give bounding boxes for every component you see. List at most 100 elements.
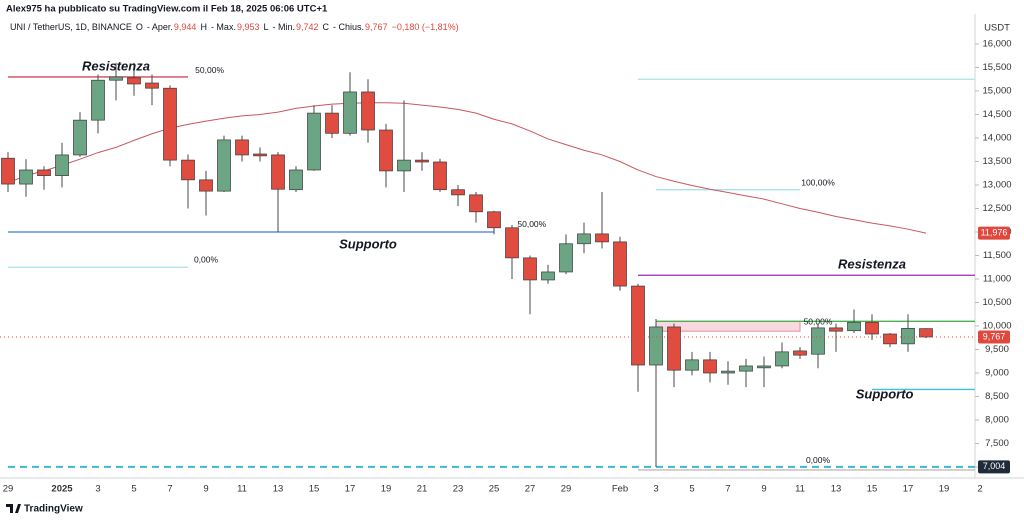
symbol: UNI / TetherUS, 1D, BINANCE (10, 22, 132, 32)
candle-body (523, 257, 537, 281)
candle-body (577, 233, 591, 245)
candle-body (163, 87, 177, 161)
annotation: 50,00% (195, 65, 224, 75)
candle-body (595, 233, 609, 243)
candle-body (757, 365, 771, 369)
y-tick-label: 15,000 (982, 86, 1011, 97)
candle-body (703, 359, 717, 374)
candle-body (883, 333, 897, 345)
x-tick-label: 17 (903, 484, 914, 495)
candle-body (685, 359, 699, 371)
ohlc-value: 9,944 (174, 22, 197, 32)
candle-body (289, 169, 303, 191)
y-tick-label: 13,000 (982, 180, 1011, 191)
candle-body (865, 321, 879, 335)
x-tick-label: 17 (345, 484, 356, 495)
candle-body (271, 154, 285, 190)
y-tick-label: 14,000 (982, 133, 1011, 144)
candle-body (253, 153, 267, 157)
ohlc-name: - Chius. (333, 22, 364, 32)
candle-body (667, 326, 681, 371)
candle-body (631, 285, 645, 366)
candle-body (37, 169, 51, 176)
candle-body (559, 243, 573, 273)
candle-body (847, 321, 861, 332)
ohlc-name: - Aper. (147, 22, 173, 32)
candle-body (649, 326, 663, 366)
annotation: 0,00% (194, 254, 219, 264)
x-tick-label: 19 (939, 484, 950, 495)
y-tick-label: 9,000 (985, 368, 1009, 379)
x-tick-label: 15 (867, 484, 878, 495)
y-tick-label: 8,000 (985, 415, 1009, 426)
candle-body (901, 328, 915, 345)
candle-body (217, 139, 231, 192)
price-badge (978, 226, 1010, 240)
candle-body (811, 327, 825, 355)
candle-body (829, 327, 843, 332)
ohlc-value: 9,953 (237, 22, 260, 32)
x-tick-label: 9 (761, 484, 766, 495)
ohlc-value: 9,767 (365, 22, 388, 32)
ohlc-key: L (263, 22, 268, 32)
x-tick-label: 7 (725, 484, 730, 495)
y-tick-label: 8,500 (985, 391, 1009, 402)
y-tick-label: 13,500 (982, 156, 1011, 167)
x-tick-label: 9 (203, 484, 208, 495)
candle-body (145, 82, 159, 89)
ohlc-name: - Min. (273, 22, 296, 32)
plot (1, 62, 975, 471)
candle-body (613, 241, 627, 287)
candle-body (397, 159, 411, 172)
price-badge-label: 9,767 (983, 331, 1006, 341)
candle-body (487, 211, 501, 229)
currency: USDT (984, 23, 1010, 34)
candle-body (127, 77, 141, 85)
candle-body (325, 112, 339, 134)
candle-body (55, 154, 69, 176)
annotation: 50,00% (804, 316, 833, 326)
x-tick-label: 23 (453, 484, 464, 495)
price-badge-label: 7,004 (983, 461, 1006, 471)
candle-body (379, 129, 393, 172)
candle-body (307, 112, 321, 171)
candle-body (109, 76, 123, 81)
candle-body (235, 139, 249, 156)
x-tick-label: 29 (3, 484, 14, 495)
x-tick-label: 3 (653, 484, 658, 495)
ohlc-key: H (200, 22, 207, 32)
x-tick-label: Feb (612, 484, 628, 495)
x-tick-label: 27 (525, 484, 536, 495)
price-badge (978, 330, 1010, 344)
ohlc-key: O (136, 22, 143, 32)
price-badge (978, 460, 1010, 474)
candle-body (721, 370, 735, 374)
annotation: Supporto (856, 387, 914, 402)
y-tick-label: 7,500 (985, 438, 1009, 449)
candle-body (1, 157, 15, 185)
x-tick-label: 2 (977, 484, 982, 495)
ohlc-value: 9,742 (296, 22, 319, 32)
x-tick-label: 25 (489, 484, 500, 495)
y-tick-label: 15,500 (982, 62, 1011, 73)
x-tick-label: 2025 (51, 484, 73, 495)
y-tick-label: 12,500 (982, 203, 1011, 214)
candle-body (775, 351, 789, 367)
candle-body (505, 227, 519, 259)
x-tick-label: 13 (831, 484, 842, 495)
annotation: Resistenza (82, 58, 150, 73)
x-tick-label: 7 (167, 484, 172, 495)
x-tick-label: 5 (689, 484, 694, 495)
x-tick-label: 11 (795, 484, 805, 495)
x-tick-label: 3 (95, 484, 100, 495)
candle-body (199, 179, 213, 192)
author-line: Alex975 ha pubblicato su TradingView.com… (6, 4, 328, 15)
candle-body (433, 161, 447, 191)
annotation: 100,00% (801, 177, 835, 187)
x-tick-label: 15 (309, 484, 320, 495)
x-tick-label: 13 (273, 484, 284, 495)
candle-body (469, 194, 483, 213)
candle-body (793, 350, 807, 356)
candle-body (73, 119, 87, 156)
